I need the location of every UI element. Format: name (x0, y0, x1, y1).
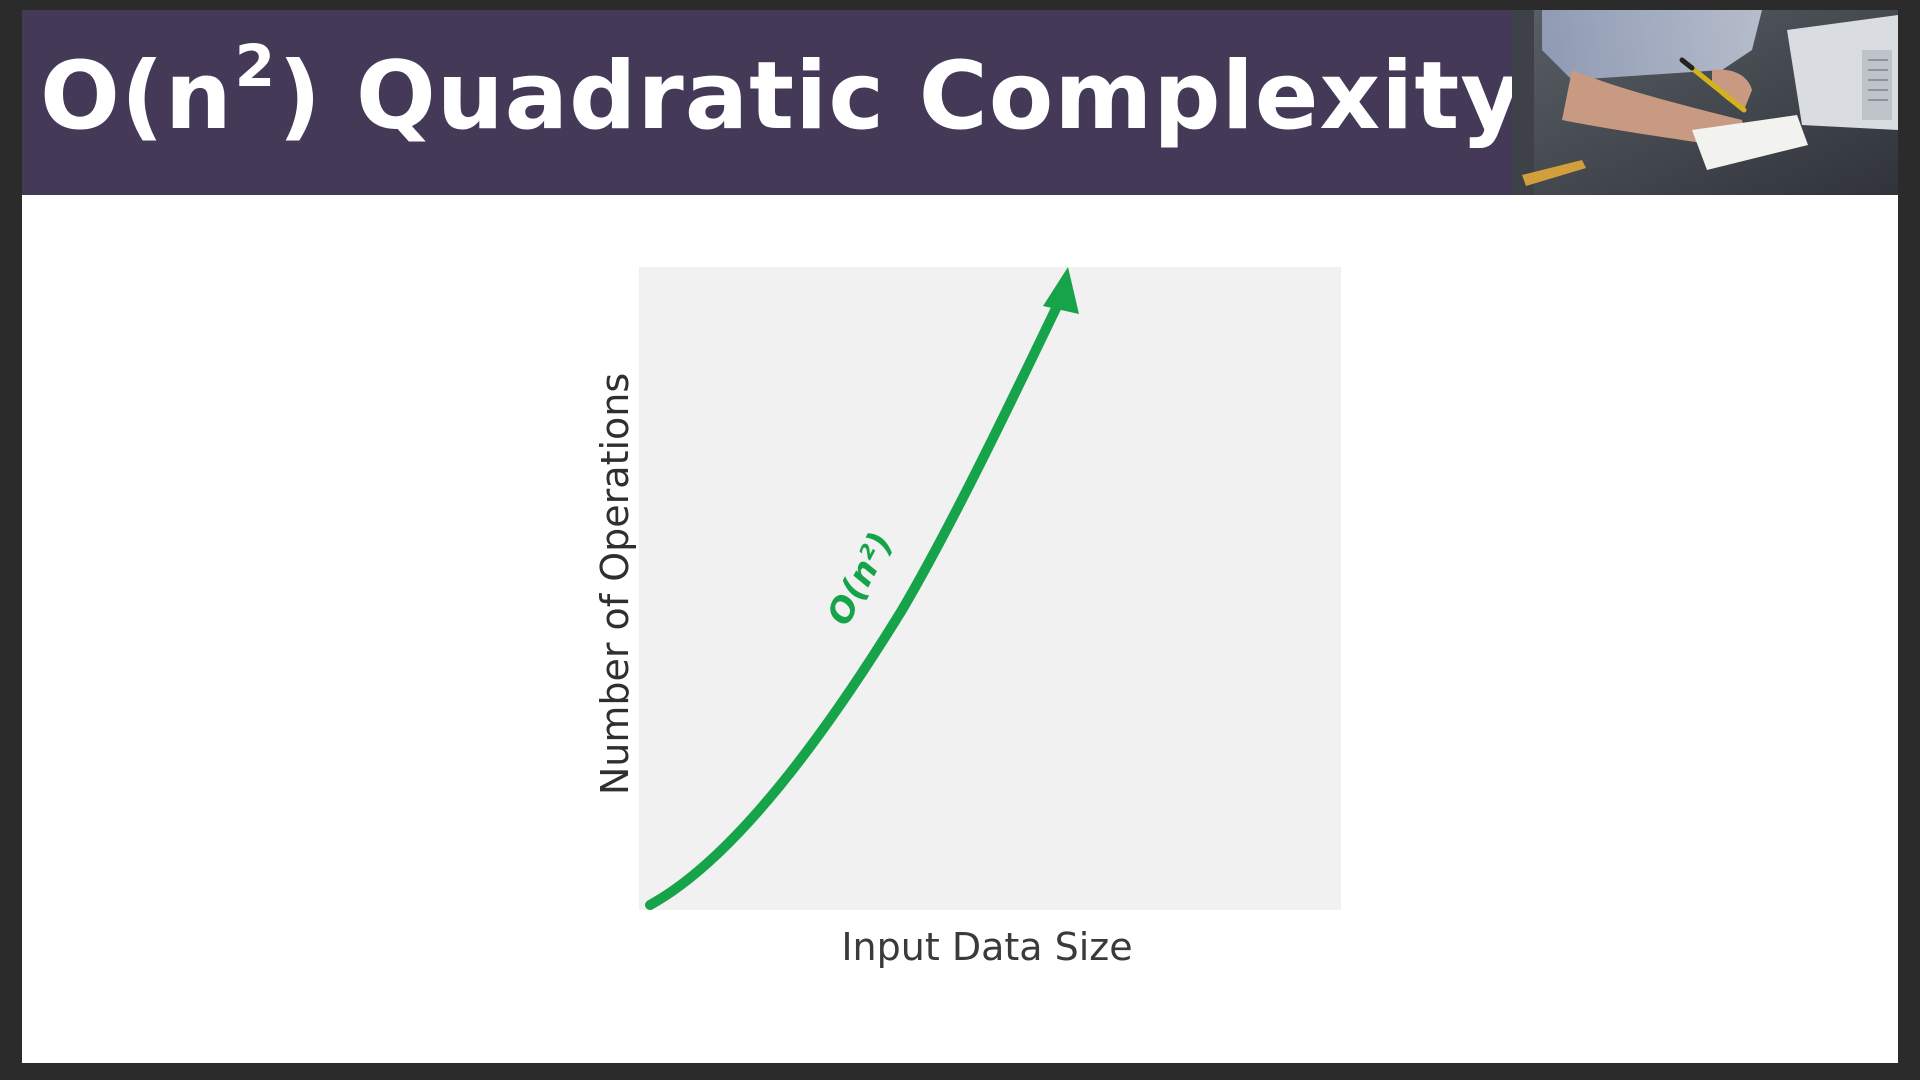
photo-illustration (1512, 10, 1898, 195)
slide: O(n2) Quadratic Complexity (22, 10, 1898, 1063)
title-superscript: 2 (234, 32, 277, 100)
curve-arrowhead (1043, 267, 1079, 314)
quadratic-curve (645, 295, 1065, 910)
person-writing-photo (1512, 10, 1898, 195)
slide-title: O(n2) Quadratic Complexity (40, 37, 1523, 144)
y-axis-label: Number of Operations (593, 373, 637, 795)
x-axis-label: Input Data Size (841, 925, 1132, 969)
complexity-diagram: O(n²) Number of Operations Input Data Si… (593, 267, 1341, 969)
title-bar: O(n2) Quadratic Complexity (22, 10, 1522, 195)
title-prefix: O(n (40, 42, 233, 151)
title-suffix: ) Quadratic Complexity (278, 42, 1523, 151)
plot-area (639, 267, 1341, 910)
